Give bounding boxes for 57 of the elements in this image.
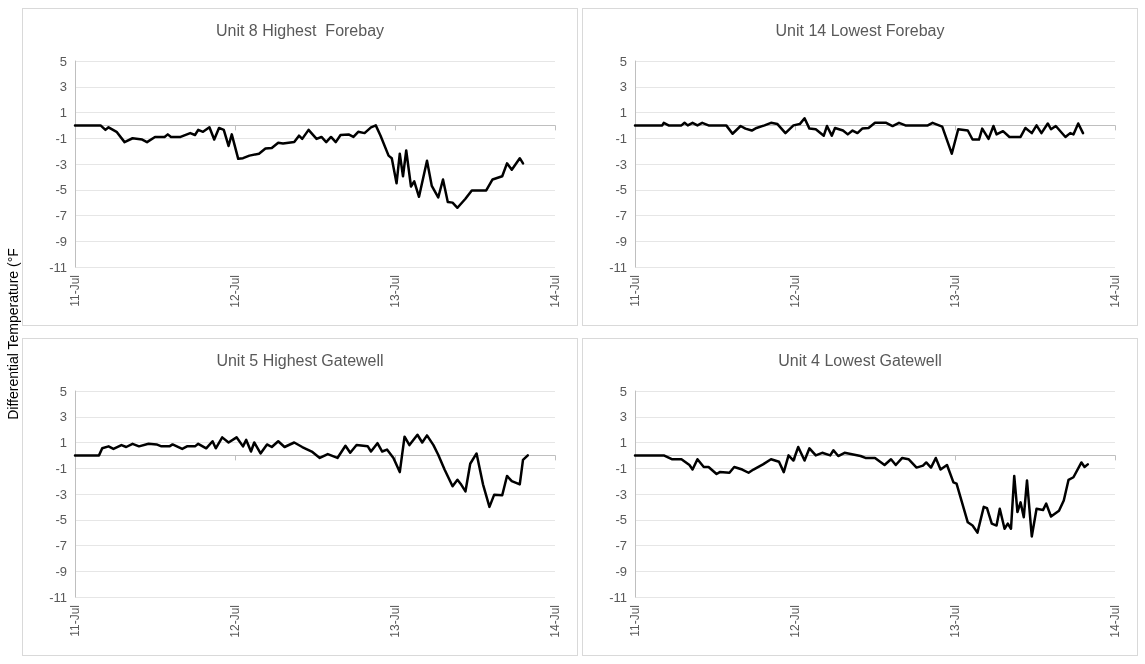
x-tick-label: 13-Jul (388, 275, 402, 308)
y-tick-label: -11 (609, 589, 627, 605)
y-tick-label: 3 (619, 409, 627, 425)
y-tick-label: -3 (615, 156, 627, 172)
y-tick-label: -3 (55, 486, 67, 502)
y-tick-label: 5 (619, 53, 627, 69)
y-tick-label: -9 (55, 233, 67, 249)
x-tick-label: 11-Jul (628, 605, 642, 637)
y-tick-label: 1 (619, 435, 627, 450)
chart-title: Unit 14 Lowest Forebay (775, 21, 945, 39)
y-tick-label: -5 (55, 182, 67, 198)
y-tick-label: 1 (59, 435, 67, 450)
y-tick-label: -11 (49, 259, 67, 275)
chart-title: Unit 5 Highest Gatewell (216, 351, 384, 369)
x-tick-label: 11-Jul (68, 275, 82, 307)
y-tick-label: -11 (49, 589, 67, 605)
y-tick-label: -9 (615, 233, 627, 249)
y-tick-label: 3 (59, 79, 67, 95)
y-tick-label: -1 (55, 130, 67, 146)
y-tick-label: -3 (55, 156, 67, 172)
y-tick-label: 3 (619, 79, 627, 95)
x-tick-label: 14-Jul (548, 605, 562, 638)
x-tick-label: 12-Jul (788, 605, 802, 638)
x-tick-label: 12-Jul (788, 275, 802, 308)
y-tick-label: -1 (615, 130, 627, 146)
y-tick-label: 5 (59, 383, 67, 399)
y-tick-label: 3 (59, 409, 67, 425)
x-tick-label: 12-Jul (228, 275, 242, 308)
y-tick-label: -5 (615, 182, 627, 198)
y-tick-label: -9 (615, 563, 627, 579)
y-tick-label: -7 (55, 538, 67, 553)
y-axis-title: Differential Temperature (°F (5, 247, 21, 422)
y-tick-label: -9 (55, 563, 67, 579)
y-tick-label: -3 (615, 486, 627, 502)
y-tick-label: -7 (615, 208, 627, 223)
x-tick-label: 11-Jul (68, 605, 82, 637)
x-tick-label: 14-Jul (1108, 605, 1122, 638)
y-tick-label: 5 (619, 383, 627, 399)
y-tick-label: -5 (55, 512, 67, 528)
y-tick-label: 1 (619, 105, 627, 120)
y-tick-label: -1 (55, 460, 67, 476)
x-tick-label: 13-Jul (948, 275, 962, 308)
x-tick-label: 12-Jul (228, 605, 242, 638)
x-tick-label: 13-Jul (948, 605, 962, 638)
chart-title: Unit 4 Lowest Gatewell (778, 351, 942, 369)
y-tick-label: 1 (59, 105, 67, 120)
y-tick-label: -7 (615, 538, 627, 553)
x-tick-label: 14-Jul (548, 275, 562, 308)
x-tick-label: 14-Jul (1108, 275, 1122, 308)
chart-title: Unit 8 Highest Forebay (215, 21, 385, 39)
y-tick-label: 5 (59, 53, 67, 69)
y-tick-label: -1 (615, 460, 627, 476)
x-tick-label: 13-Jul (388, 605, 402, 638)
x-tick-label: 11-Jul (628, 275, 642, 307)
y-tick-label: -7 (55, 208, 67, 223)
y-tick-label: -5 (615, 512, 627, 528)
y-tick-label: -11 (609, 259, 627, 275)
